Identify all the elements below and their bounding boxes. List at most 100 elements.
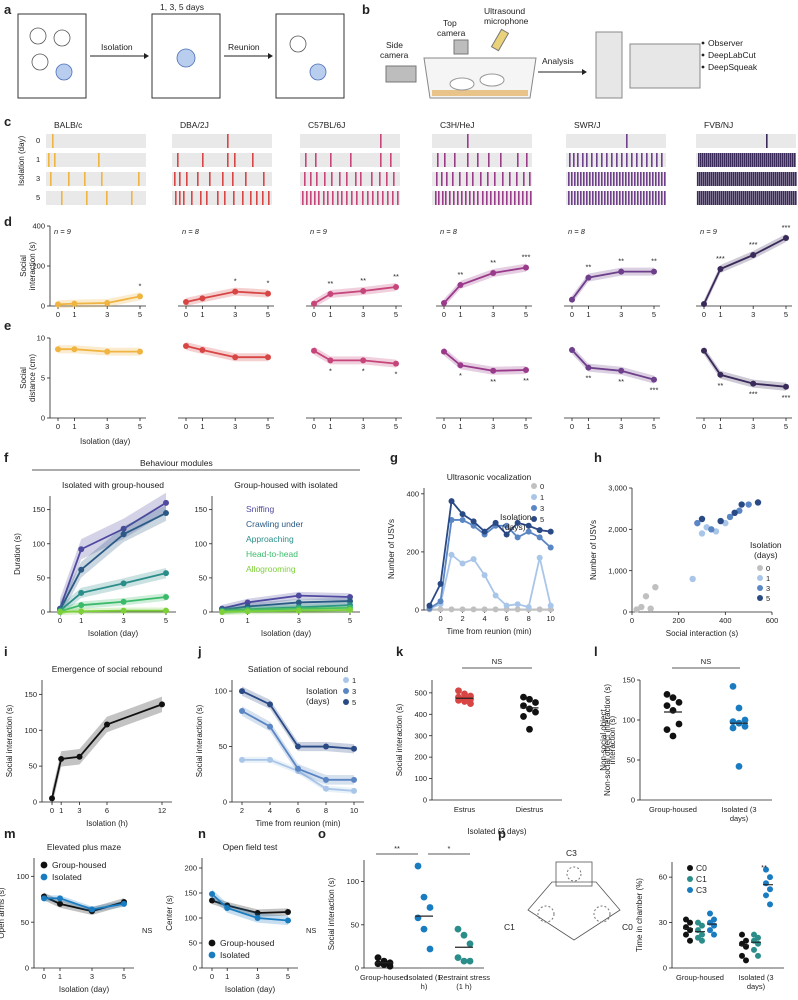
usv-event-mark [355, 172, 357, 186]
usv-event-mark [268, 191, 270, 205]
series-isolated-point [121, 900, 127, 907]
usv-event-mark [106, 191, 108, 205]
legend-item: Head-to-head [246, 549, 298, 559]
usv-event-mark [649, 172, 651, 186]
usv-event-mark [718, 153, 720, 167]
x-axis-label: Isolation (day) [80, 437, 131, 446]
c-row-label-0: 0 [36, 136, 40, 145]
usv-event-mark [314, 191, 316, 205]
x-tick-label: 3 [297, 616, 301, 625]
strain-point [311, 347, 317, 354]
usv-event-mark [761, 172, 763, 186]
significance-star: ** [585, 263, 591, 272]
error-band [60, 593, 166, 616]
usv-event-mark [708, 153, 710, 167]
x-tick-label: 5 [394, 422, 398, 431]
category-label: Estrus [454, 805, 476, 814]
y-tick-label: 500 [414, 688, 427, 697]
usv-event-mark [487, 172, 489, 186]
y-axis-label: Non-social object interaction (s) [603, 684, 612, 796]
series-1-point [267, 756, 273, 763]
usv-event-mark [652, 191, 654, 205]
dot-point [767, 886, 773, 893]
usv-event-mark [488, 153, 490, 167]
legend-item: Approaching [246, 534, 294, 544]
usv-event-mark [745, 191, 747, 205]
strain-line [313, 286, 397, 305]
usv-event-mark [628, 191, 630, 205]
y-tick-label: 0 [41, 414, 45, 423]
strain-point [183, 343, 189, 349]
usv-event-mark [472, 172, 474, 186]
legend-label: 0 [766, 564, 770, 573]
usv-event-mark [50, 172, 52, 186]
y-tick-label: 100 [184, 914, 197, 923]
usv-event-mark [54, 153, 56, 167]
strain-point [523, 367, 529, 373]
x-tick-label: 3 [105, 310, 109, 319]
strain-label: SWR/J [574, 120, 600, 130]
usv-event-mark [739, 172, 741, 186]
strain-point [71, 346, 78, 353]
significance-label: ** [761, 863, 767, 872]
dot-point [755, 952, 761, 959]
strain-point [717, 266, 724, 272]
y-tick-label: 150 [184, 889, 197, 898]
usv-event-mark [386, 172, 388, 186]
usv-event-mark [526, 191, 528, 205]
usv-event-mark [783, 191, 785, 205]
usv-event-mark [651, 153, 653, 167]
dot-point [380, 961, 388, 968]
significance-label: ** [394, 844, 400, 853]
usv-event-mark [446, 172, 448, 186]
usv-event-mark [619, 172, 621, 186]
dot-point [374, 960, 382, 968]
series-1-point [492, 592, 499, 599]
strain-point [55, 346, 61, 353]
usv-event-mark [753, 172, 755, 186]
series-0-point [437, 606, 444, 613]
chamber-c3: C3 [566, 848, 577, 858]
usv-event-mark [327, 191, 329, 205]
dot-point [420, 893, 428, 901]
error-band [314, 283, 396, 308]
legend-label: Group-housed [52, 860, 107, 870]
x-axis-label: Social interaction (s) [666, 629, 739, 638]
y-tick-label: 100 [32, 539, 45, 548]
usv-event-mark [727, 172, 729, 186]
dot-point [454, 954, 462, 962]
raster-row [46, 153, 146, 167]
usv-event-mark [331, 172, 333, 186]
usv-event-mark [217, 191, 219, 205]
series-1-point [351, 787, 357, 794]
usv-event-mark [634, 191, 636, 205]
y-tick-label: 0 [623, 608, 627, 617]
y-tick-label: 200 [184, 864, 197, 873]
panel-label-a: a [4, 2, 12, 17]
series-0-point [514, 606, 521, 613]
dot-point [707, 910, 713, 917]
strain-line [185, 290, 269, 303]
x-axis-label: Isolation (h) [86, 819, 128, 828]
c-row-label-1: 1 [36, 155, 40, 164]
y-axis-label: Social interaction (s) [195, 704, 204, 777]
x-tick-label: 0 [570, 422, 574, 431]
usv-event-mark [48, 153, 50, 167]
series-0-point [470, 606, 477, 613]
usv-event-mark [753, 191, 755, 205]
usv-event-mark [727, 191, 729, 205]
series-3-point [470, 522, 477, 529]
usv-event-mark [735, 172, 737, 186]
y-tick-label: 0 [25, 964, 29, 973]
x-tick-label: 4 [268, 806, 272, 815]
series-3-point [547, 544, 554, 551]
significance-label: NS [306, 926, 316, 935]
y-tick-label: 0 [41, 302, 45, 311]
dot-point [460, 957, 468, 965]
series-3-point [536, 534, 543, 541]
schematic-a: Isolation Reunion 1, 3, 5 days [17, 2, 345, 99]
usv-event-mark [473, 191, 475, 205]
usv-event-mark [742, 153, 744, 167]
cage-group-before [17, 13, 87, 99]
x-tick-label: 1 [200, 422, 204, 431]
